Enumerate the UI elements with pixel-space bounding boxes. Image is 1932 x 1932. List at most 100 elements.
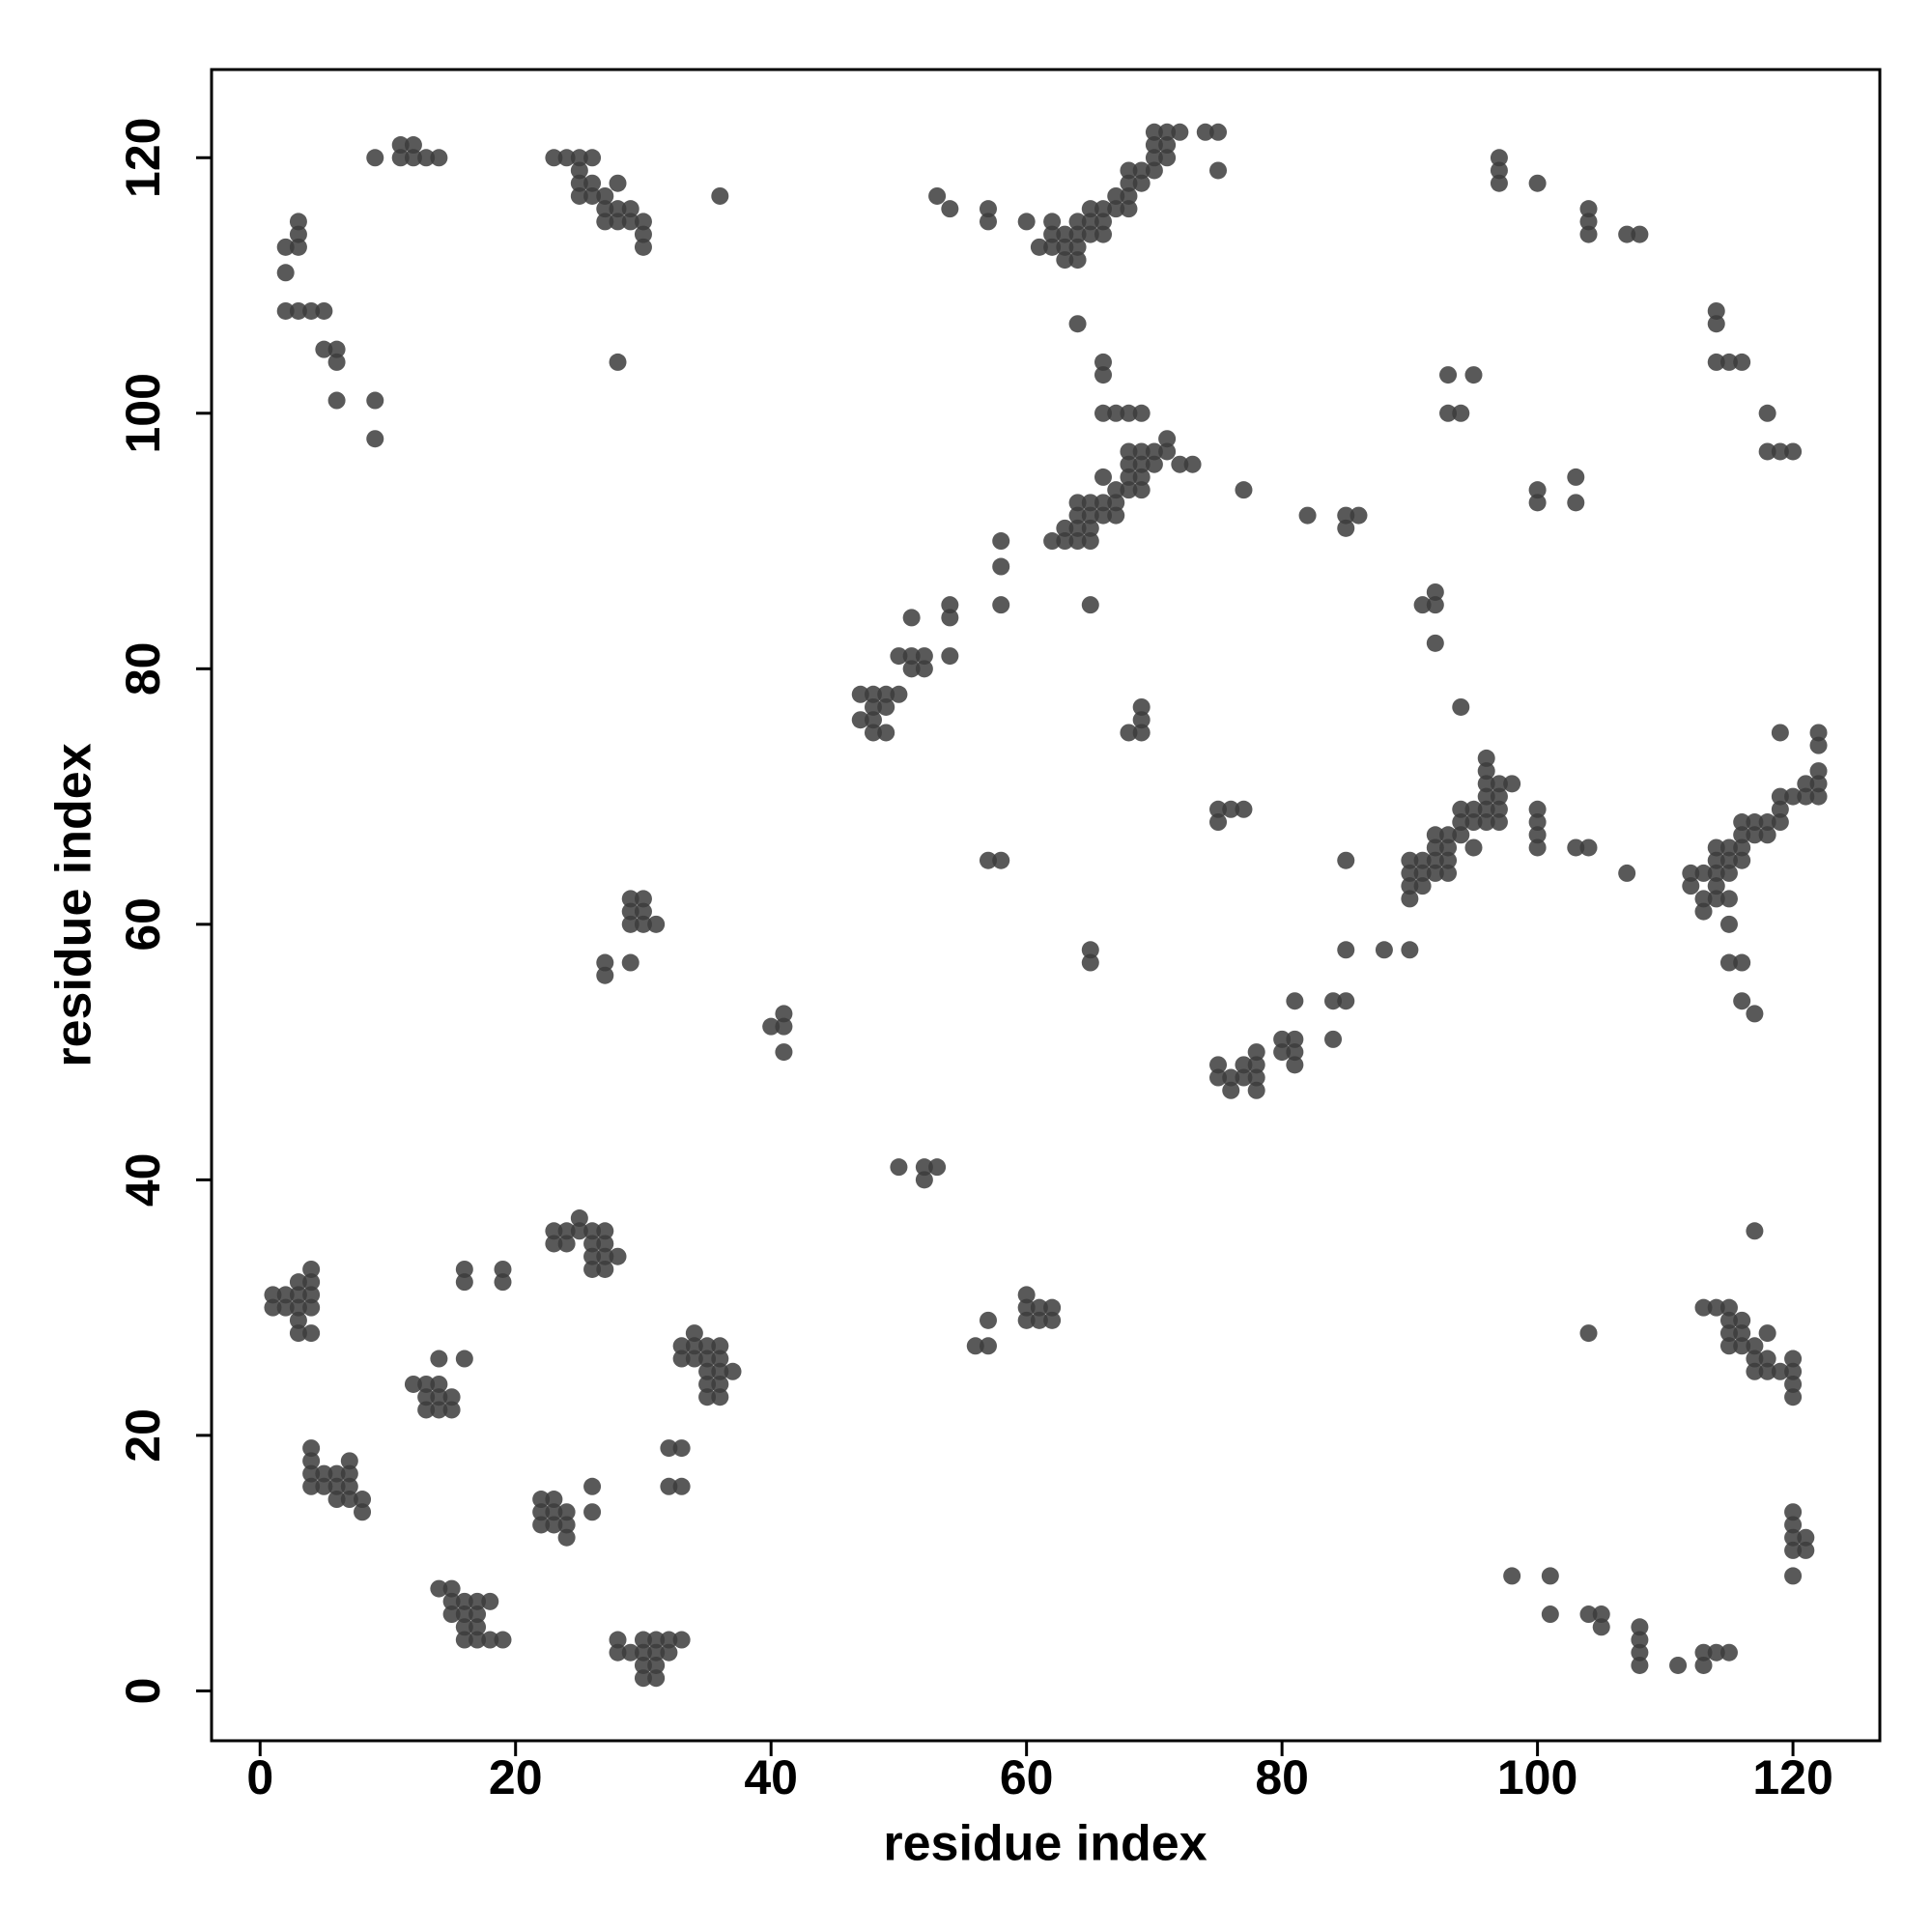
point — [1631, 1631, 1649, 1649]
point — [1426, 838, 1444, 857]
x-tick-label: 40 — [744, 1750, 798, 1804]
point — [1733, 1324, 1751, 1343]
point — [1209, 123, 1228, 141]
point — [442, 1605, 461, 1624]
point — [634, 890, 652, 908]
point — [634, 1643, 652, 1662]
point — [391, 149, 410, 167]
point — [1145, 161, 1163, 180]
point — [941, 200, 959, 218]
point — [1324, 1030, 1343, 1048]
point — [1719, 953, 1738, 972]
point — [1286, 1056, 1304, 1074]
point — [302, 1439, 321, 1458]
point — [672, 1439, 691, 1458]
point — [711, 1362, 729, 1380]
point — [532, 1516, 551, 1534]
point — [455, 1605, 473, 1624]
point — [1081, 200, 1099, 218]
point — [915, 647, 933, 666]
point — [1094, 366, 1113, 384]
point — [1719, 1298, 1738, 1317]
point — [583, 1503, 602, 1521]
point — [711, 1388, 729, 1406]
point — [455, 1631, 473, 1649]
point — [340, 1491, 358, 1509]
point — [1209, 813, 1228, 832]
point — [276, 1286, 295, 1304]
point — [1222, 800, 1240, 818]
point — [634, 915, 652, 933]
point — [634, 213, 652, 231]
point — [327, 1477, 346, 1495]
point — [1771, 813, 1789, 832]
point — [1784, 1350, 1803, 1368]
point — [1797, 1541, 1815, 1559]
point — [1094, 468, 1113, 486]
point — [442, 1579, 461, 1598]
point — [1719, 890, 1738, 908]
point — [1056, 251, 1074, 270]
point — [1592, 1618, 1610, 1636]
point — [1771, 800, 1789, 818]
point — [1120, 404, 1138, 422]
point — [1528, 174, 1547, 192]
point — [1477, 813, 1495, 832]
point — [1068, 225, 1087, 243]
point — [634, 1631, 652, 1649]
point — [660, 1643, 678, 1662]
point — [1746, 1362, 1764, 1380]
point — [1043, 238, 1062, 256]
point — [851, 685, 869, 703]
point — [1286, 992, 1304, 1010]
point — [672, 1337, 691, 1355]
point — [1401, 851, 1419, 869]
point — [289, 1298, 307, 1317]
point — [1707, 1643, 1725, 1662]
point — [979, 851, 997, 869]
point — [979, 1337, 997, 1355]
point — [596, 213, 614, 231]
point — [557, 1503, 576, 1521]
point — [545, 1222, 563, 1240]
point — [1183, 455, 1202, 473]
point — [366, 430, 384, 448]
point — [1541, 1567, 1559, 1585]
point — [647, 1656, 666, 1674]
x-tick-label: 0 — [246, 1750, 273, 1804]
point — [1120, 481, 1138, 499]
point — [1567, 494, 1585, 512]
point — [302, 1452, 321, 1470]
point — [1120, 724, 1138, 742]
point — [1784, 1567, 1803, 1585]
y-tick-label: 40 — [116, 1153, 170, 1208]
point — [557, 1235, 576, 1253]
point — [1337, 851, 1355, 869]
point — [1784, 787, 1803, 806]
point — [1477, 787, 1495, 806]
point — [609, 1247, 627, 1265]
point — [1809, 724, 1828, 742]
y-axis-label: residue index — [46, 743, 102, 1066]
point — [1771, 724, 1789, 742]
point — [302, 1273, 321, 1292]
point — [647, 915, 666, 933]
point — [1784, 1388, 1803, 1406]
point — [276, 301, 295, 320]
point — [1592, 1605, 1610, 1624]
point — [1375, 941, 1393, 959]
point — [1541, 1605, 1559, 1624]
point — [430, 149, 448, 167]
point — [609, 353, 627, 371]
point — [1464, 838, 1483, 857]
point — [1120, 174, 1138, 192]
point — [685, 1324, 703, 1343]
point — [1439, 864, 1458, 882]
point — [1107, 506, 1125, 525]
point — [634, 238, 652, 256]
point — [1043, 532, 1062, 551]
point — [877, 685, 895, 703]
point — [672, 1350, 691, 1368]
point — [1567, 468, 1585, 486]
point — [1145, 455, 1163, 473]
